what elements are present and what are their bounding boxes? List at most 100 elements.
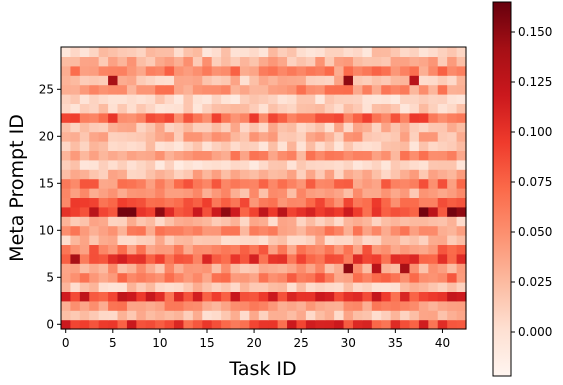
heatmap-cell	[296, 263, 307, 274]
heatmap-cell	[126, 122, 137, 133]
heatmap-cell	[70, 310, 81, 321]
heatmap-cell	[192, 65, 203, 76]
heatmap-cell	[362, 310, 373, 321]
heatmap-cell	[371, 56, 382, 67]
heatmap-cell	[343, 94, 354, 104]
heatmap-cell	[192, 75, 203, 86]
heatmap-cell	[108, 244, 119, 255]
heatmap-cell	[230, 112, 241, 123]
heatmap-cell	[239, 47, 250, 57]
heatmap-cell	[277, 150, 288, 161]
heatmap-cell	[192, 310, 203, 321]
heatmap-cell	[221, 159, 232, 170]
heatmap-cell	[249, 65, 260, 76]
heatmap-cell	[343, 169, 354, 180]
heatmap-cell	[409, 150, 420, 161]
heatmap-cell	[305, 216, 316, 227]
heatmap-cell	[155, 159, 166, 170]
heatmap-cell	[390, 300, 401, 311]
heatmap-cell	[343, 197, 354, 208]
heatmap-cell	[362, 235, 373, 245]
heatmap-cell	[381, 225, 392, 236]
heatmap-cell	[98, 131, 109, 142]
heatmap-cell	[277, 206, 288, 217]
heatmap-cell	[334, 159, 345, 170]
heatmap-cell	[155, 253, 166, 264]
heatmap-cell	[447, 253, 458, 264]
heatmap-cell	[371, 291, 382, 302]
heatmap-cell	[174, 56, 185, 67]
heatmap-cell	[221, 310, 232, 321]
heatmap-cell	[136, 141, 147, 151]
heatmap-cell	[202, 122, 213, 133]
heatmap-cell	[202, 84, 213, 95]
heatmap-cell	[108, 197, 119, 208]
heatmap-cell	[126, 310, 137, 321]
heatmap-cell	[183, 75, 194, 86]
heatmap-cell	[174, 300, 185, 311]
heatmap-cell	[362, 169, 373, 180]
heatmap-cell	[108, 122, 119, 133]
heatmap-cell	[211, 225, 222, 236]
heatmap-cell	[343, 65, 354, 76]
heatmap-cell	[258, 216, 269, 227]
heatmap-cell	[211, 178, 222, 189]
heatmap-cell	[79, 197, 90, 208]
heatmap-cell	[296, 103, 307, 114]
heatmap-cell	[305, 103, 316, 114]
heatmap-cell	[381, 282, 392, 292]
colorbar-tick-label: 0.025	[518, 275, 552, 289]
heatmap-cell	[249, 282, 260, 292]
heatmap-cell	[418, 253, 429, 264]
heatmap-cell	[183, 122, 194, 133]
heatmap-cell	[155, 197, 166, 208]
heatmap-cell	[126, 206, 137, 217]
heatmap-cell	[418, 56, 429, 67]
heatmap-cell	[324, 310, 335, 321]
heatmap-cell	[108, 178, 119, 189]
heatmap-cell	[324, 122, 335, 133]
heatmap-cell	[400, 291, 411, 302]
heatmap-cell	[202, 300, 213, 311]
heatmap-cell	[70, 65, 81, 76]
heatmap-cell	[418, 169, 429, 180]
heatmap-cell	[126, 56, 137, 67]
heatmap-cell	[61, 75, 72, 86]
heatmap-cell	[202, 94, 213, 104]
heatmap-cell	[362, 94, 373, 104]
heatmap-cell	[437, 75, 448, 86]
heatmap-cell	[343, 103, 354, 114]
heatmap-cell	[183, 47, 194, 57]
heatmap-cell	[343, 56, 354, 67]
heatmap-cell	[249, 300, 260, 311]
heatmap-cell	[447, 122, 458, 133]
heatmap-cell	[352, 84, 363, 95]
heatmap-cell	[192, 300, 203, 311]
heatmap-cell	[390, 159, 401, 170]
heatmap-cell	[324, 253, 335, 264]
heatmap-cell	[174, 141, 185, 151]
heatmap-cell	[428, 159, 439, 170]
heatmap-cell	[437, 169, 448, 180]
heatmap-cell	[381, 188, 392, 198]
heatmap-cell	[437, 282, 448, 292]
heatmap-cell	[192, 188, 203, 198]
heatmap-cell	[287, 282, 298, 292]
heatmap-cell	[456, 169, 467, 180]
heatmap-cell	[428, 206, 439, 217]
heatmap-cell	[192, 56, 203, 67]
heatmap-cell	[437, 122, 448, 133]
heatmap-cell	[155, 122, 166, 133]
heatmap-cell	[183, 141, 194, 151]
heatmap-cell	[371, 244, 382, 255]
heatmap-cell	[400, 282, 411, 292]
heatmap-cell	[305, 263, 316, 274]
heatmap-cell	[296, 216, 307, 227]
heatmap-cell	[418, 225, 429, 236]
heatmap-cell	[277, 197, 288, 208]
heatmap-cell	[277, 291, 288, 302]
heatmap-cell	[418, 197, 429, 208]
heatmap-cell	[371, 65, 382, 76]
heatmap-cell	[390, 178, 401, 189]
heatmap-cell	[117, 75, 128, 86]
